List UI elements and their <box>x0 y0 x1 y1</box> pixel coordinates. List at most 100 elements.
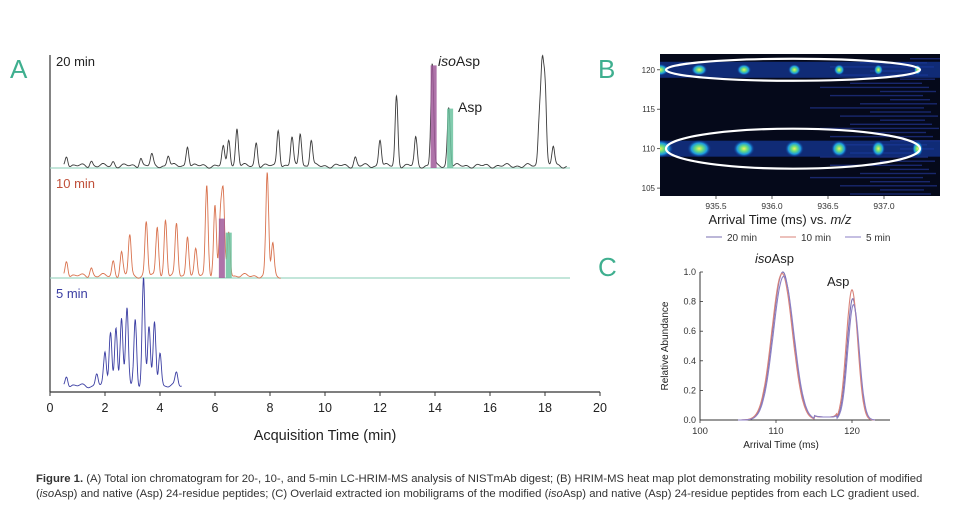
trace-2 <box>63 277 182 389</box>
b-ytick-label-115: 115 <box>642 105 655 114</box>
a-xtick-label-8: 8 <box>267 401 274 415</box>
heatmap-blob <box>788 64 801 76</box>
a-xtick-label-14: 14 <box>428 401 442 415</box>
mobiligram-curve-0 <box>738 271 875 421</box>
heatmap-blob <box>691 63 708 76</box>
heatmap-blob <box>871 140 886 157</box>
heatmap-noise-streak <box>870 111 931 113</box>
heatmap-noise-streak <box>840 115 938 117</box>
a-xtick-label-2: 2 <box>102 401 109 415</box>
b-xtick-label-936.0: 936.0 <box>761 201 783 211</box>
trace-label-5min: 5 min <box>56 286 88 301</box>
panel-a-x-axis-title: Acquisition Time (min) <box>254 428 397 444</box>
heatmap-blob <box>833 64 845 76</box>
caption-part-3: Asp) and native (Asp) 24-residue peptide… <box>562 487 920 500</box>
b-xtick-label-936.5: 936.5 <box>817 201 839 211</box>
heatmap-noise-streak <box>810 107 924 109</box>
caption-iso-2: iso <box>548 487 563 500</box>
c-ytick-label-0.0: 0.0 <box>683 415 696 425</box>
heatmap-blob <box>687 139 712 158</box>
heatmap-noise-streak <box>830 164 922 166</box>
heatmap-noise-streak <box>880 160 935 162</box>
caption-part-2: Asp) and native (Asp) 24-residue peptide… <box>54 487 549 500</box>
isoasp-label: isoAsp <box>438 53 480 69</box>
a-xtick-label-12: 12 <box>373 401 387 415</box>
panel-c-y-axis-title: Relative Abundance <box>660 301 671 390</box>
heatmap-noise-streak <box>860 131 926 134</box>
panel-a-chromatogram: 0 2 4 6 8 10 12 14 16 18 20 20 min 10 min 5 min is… <box>47 53 607 444</box>
c-ytick-label-0.8: 0.8 <box>683 297 696 307</box>
heatmap-noise-streak <box>880 119 925 121</box>
figure-caption: Figure 1. (A) Total ion chromatogram for… <box>36 472 946 501</box>
heatmap-noise-streak <box>900 78 935 80</box>
panel-label-b: B <box>598 54 615 84</box>
asp-label: Asp <box>458 99 482 115</box>
heatmap-blob <box>736 64 752 76</box>
b-ytick-label-110: 110 <box>642 145 655 154</box>
a-xtick-label-20: 20 <box>593 401 607 415</box>
c-ytick-label-0.6: 0.6 <box>683 326 696 336</box>
heatmap-noise-streak <box>880 90 936 93</box>
heatmap-blob <box>831 140 848 157</box>
heatmap-noise-streak <box>830 135 933 138</box>
heatmap-band-ellipse-120 <box>664 57 922 82</box>
legend-20min: 20 min <box>727 233 757 244</box>
panel-c-asp-label: Asp <box>827 274 849 289</box>
heatmap-noise-streak <box>840 185 937 187</box>
highlight-asp-1 <box>447 108 454 168</box>
c-ytick-label-0.2: 0.2 <box>683 385 696 395</box>
heatmap-blob <box>784 140 804 158</box>
a-xtick-label-16: 16 <box>483 401 497 415</box>
heatmap-noise-streak <box>820 86 929 89</box>
heatmap-noise-streak <box>860 172 936 175</box>
trace-1 <box>63 172 281 279</box>
heatmap-blob <box>733 140 755 158</box>
a-xtick-label-0: 0 <box>47 401 54 415</box>
a-xtick-label-4: 4 <box>157 401 164 415</box>
mobiligram-curve-1 <box>738 272 875 421</box>
gradient-legend: 20 min 10 min 5 min <box>706 233 890 244</box>
heatmap-blob <box>660 63 669 76</box>
panel-c-mobiligram: 0.0 0.2 0.4 0.6 0.8 1.0 100 110 120 isoAsp Asp R… <box>660 251 890 451</box>
a-xtick-label-10: 10 <box>318 401 332 415</box>
highlight-asp-3 <box>225 232 232 278</box>
legend-5min: 5 min <box>866 233 890 244</box>
panel-c-isoasp-label: isoAsp <box>755 251 794 266</box>
heatmap-noise-streak <box>850 193 931 195</box>
c-ytick-label-0.4: 0.4 <box>683 356 696 366</box>
panel-b-heatmap: 105 110 115 120 935.5 936.0 936.5 937.0 Arrival… <box>642 54 940 244</box>
heatmap-x-axis-title: Arrival Time (ms) vs. m/z <box>708 212 852 227</box>
heatmap-noise-streak <box>880 189 924 191</box>
trace-label-10min: 10 min <box>56 176 95 191</box>
highlight-isoasp-2 <box>218 218 225 278</box>
mobiligram-curve-2 <box>738 275 875 421</box>
b-xtick-label-937.0: 937.0 <box>873 201 895 211</box>
heatmap-noise-streak <box>820 127 939 130</box>
caption-iso-1: iso <box>39 487 55 500</box>
heatmap-noise-streak <box>890 99 930 101</box>
c-ytick-label-1.0: 1.0 <box>683 267 696 277</box>
c-xtick-label-110: 110 <box>768 426 783 437</box>
heatmap-noise-streak <box>910 58 940 60</box>
legend-10min: 10 min <box>801 233 831 244</box>
b-ytick-label-105: 105 <box>642 184 656 193</box>
heatmap-blob <box>912 140 923 157</box>
c-xtick-label-120: 120 <box>844 426 860 437</box>
a-xtick-label-6: 6 <box>212 401 219 415</box>
heatmap-noise-streak <box>870 181 930 183</box>
panel-c-x-axis-title: Arrival Time (ms) <box>743 440 819 451</box>
caption-label: Figure 1. <box>36 473 84 485</box>
heatmap-band-ellipse-110 <box>664 127 922 170</box>
highlight-isoasp-0 <box>430 65 437 168</box>
heatmap-noise-streak <box>820 156 928 158</box>
a-xtick-label-18: 18 <box>538 401 552 415</box>
b-ytick-label-120: 120 <box>642 66 656 75</box>
heatmap-noise-streak <box>830 94 923 97</box>
heatmap-blob <box>873 64 883 76</box>
c-xtick-label-100: 100 <box>692 426 708 437</box>
trace-label-20min: 20 min <box>56 54 95 69</box>
heatmap-noise-streak <box>890 168 929 171</box>
heatmap-noise-streak <box>850 82 922 84</box>
panel-label-c: C <box>598 252 617 282</box>
